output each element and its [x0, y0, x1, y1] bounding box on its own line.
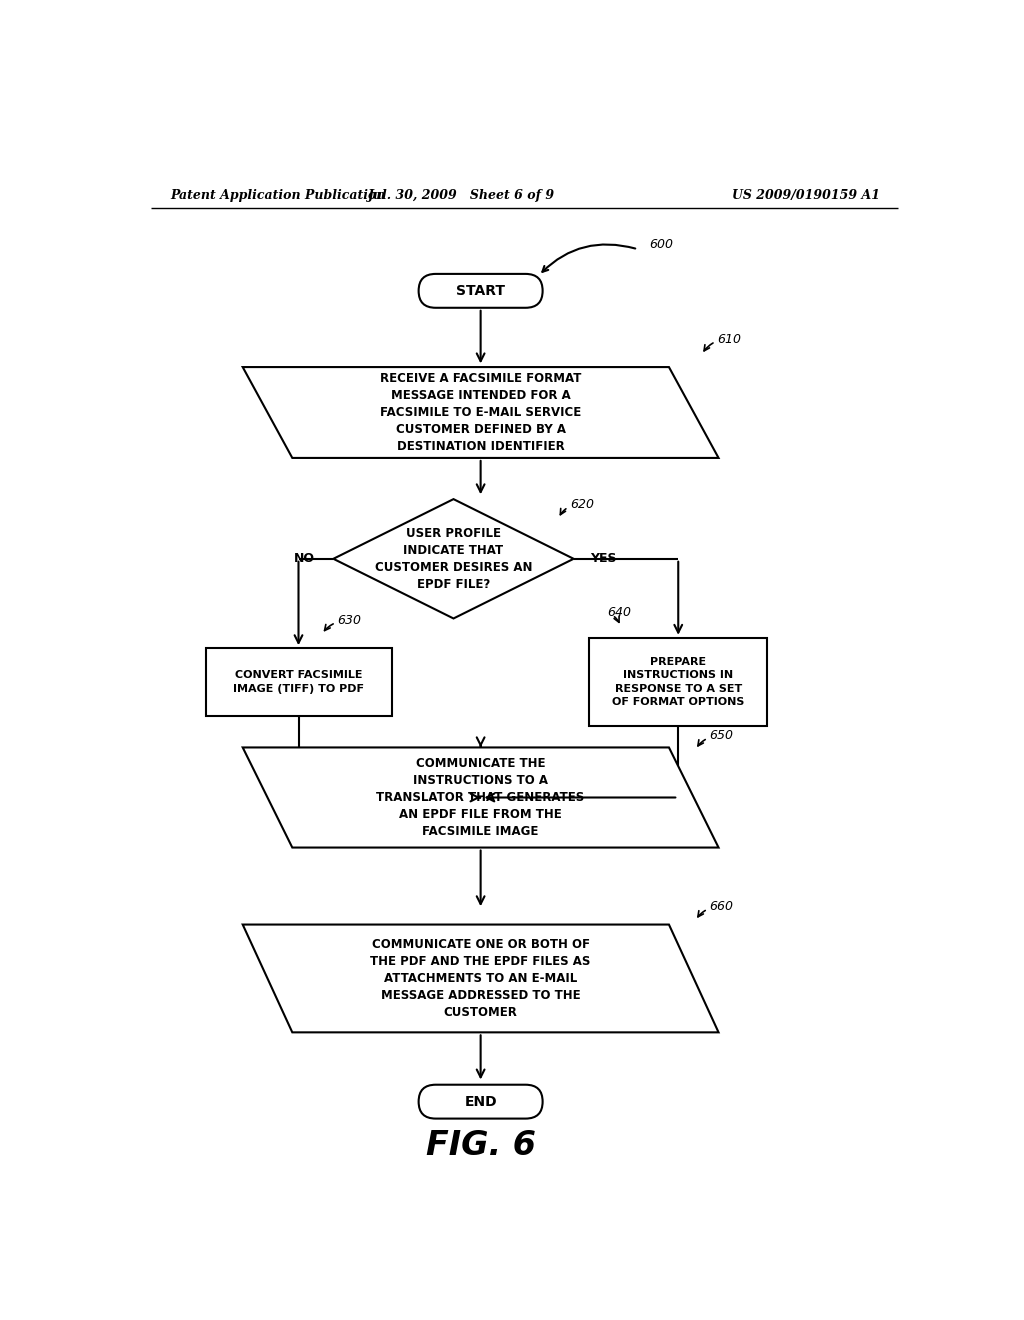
Polygon shape [243, 924, 719, 1032]
Polygon shape [243, 367, 719, 458]
Text: 600: 600 [649, 238, 673, 251]
Polygon shape [243, 747, 719, 847]
Text: END: END [464, 1094, 497, 1109]
Text: 610: 610 [717, 333, 741, 346]
Text: Patent Application Publication: Patent Application Publication [171, 189, 386, 202]
Text: US 2009/0190159 A1: US 2009/0190159 A1 [732, 189, 880, 202]
Text: 640: 640 [607, 606, 631, 619]
Polygon shape [334, 499, 573, 619]
Text: 620: 620 [569, 499, 594, 511]
Text: COMMUNICATE ONE OR BOTH OF
THE PDF AND THE EPDF FILES AS
ATTACHMENTS TO AN E-MAI: COMMUNICATE ONE OR BOTH OF THE PDF AND T… [371, 939, 591, 1019]
Text: YES: YES [590, 552, 616, 565]
Bar [589, 638, 767, 726]
FancyBboxPatch shape [419, 1085, 543, 1118]
Text: FIG. 6: FIG. 6 [426, 1129, 536, 1162]
FancyBboxPatch shape [419, 275, 543, 308]
Text: PREPARE
INSTRUCTIONS IN
RESPONSE TO A SET
OF FORMAT OPTIONS: PREPARE INSTRUCTIONS IN RESPONSE TO A SE… [612, 657, 744, 706]
Text: RECEIVE A FACSIMILE FORMAT
MESSAGE INTENDED FOR A
FACSIMILE TO E-MAIL SERVICE
CU: RECEIVE A FACSIMILE FORMAT MESSAGE INTEN… [380, 372, 582, 453]
Bar [206, 648, 391, 715]
Text: 650: 650 [710, 730, 733, 742]
Text: 630: 630 [337, 614, 361, 627]
Text: START: START [456, 284, 505, 298]
Text: COMMUNICATE THE
INSTRUCTIONS TO A
TRANSLATOR THAT GENERATES
AN EPDF FILE FROM TH: COMMUNICATE THE INSTRUCTIONS TO A TRANSL… [377, 756, 585, 838]
Text: CONVERT FACSIMILE
IMAGE (TIFF) TO PDF: CONVERT FACSIMILE IMAGE (TIFF) TO PDF [233, 671, 364, 693]
Text: Jul. 30, 2009   Sheet 6 of 9: Jul. 30, 2009 Sheet 6 of 9 [368, 189, 555, 202]
Text: 660: 660 [710, 900, 733, 913]
Text: USER PROFILE
INDICATE THAT
CUSTOMER DESIRES AN
EPDF FILE?: USER PROFILE INDICATE THAT CUSTOMER DESI… [375, 527, 532, 591]
Text: NO: NO [294, 552, 314, 565]
